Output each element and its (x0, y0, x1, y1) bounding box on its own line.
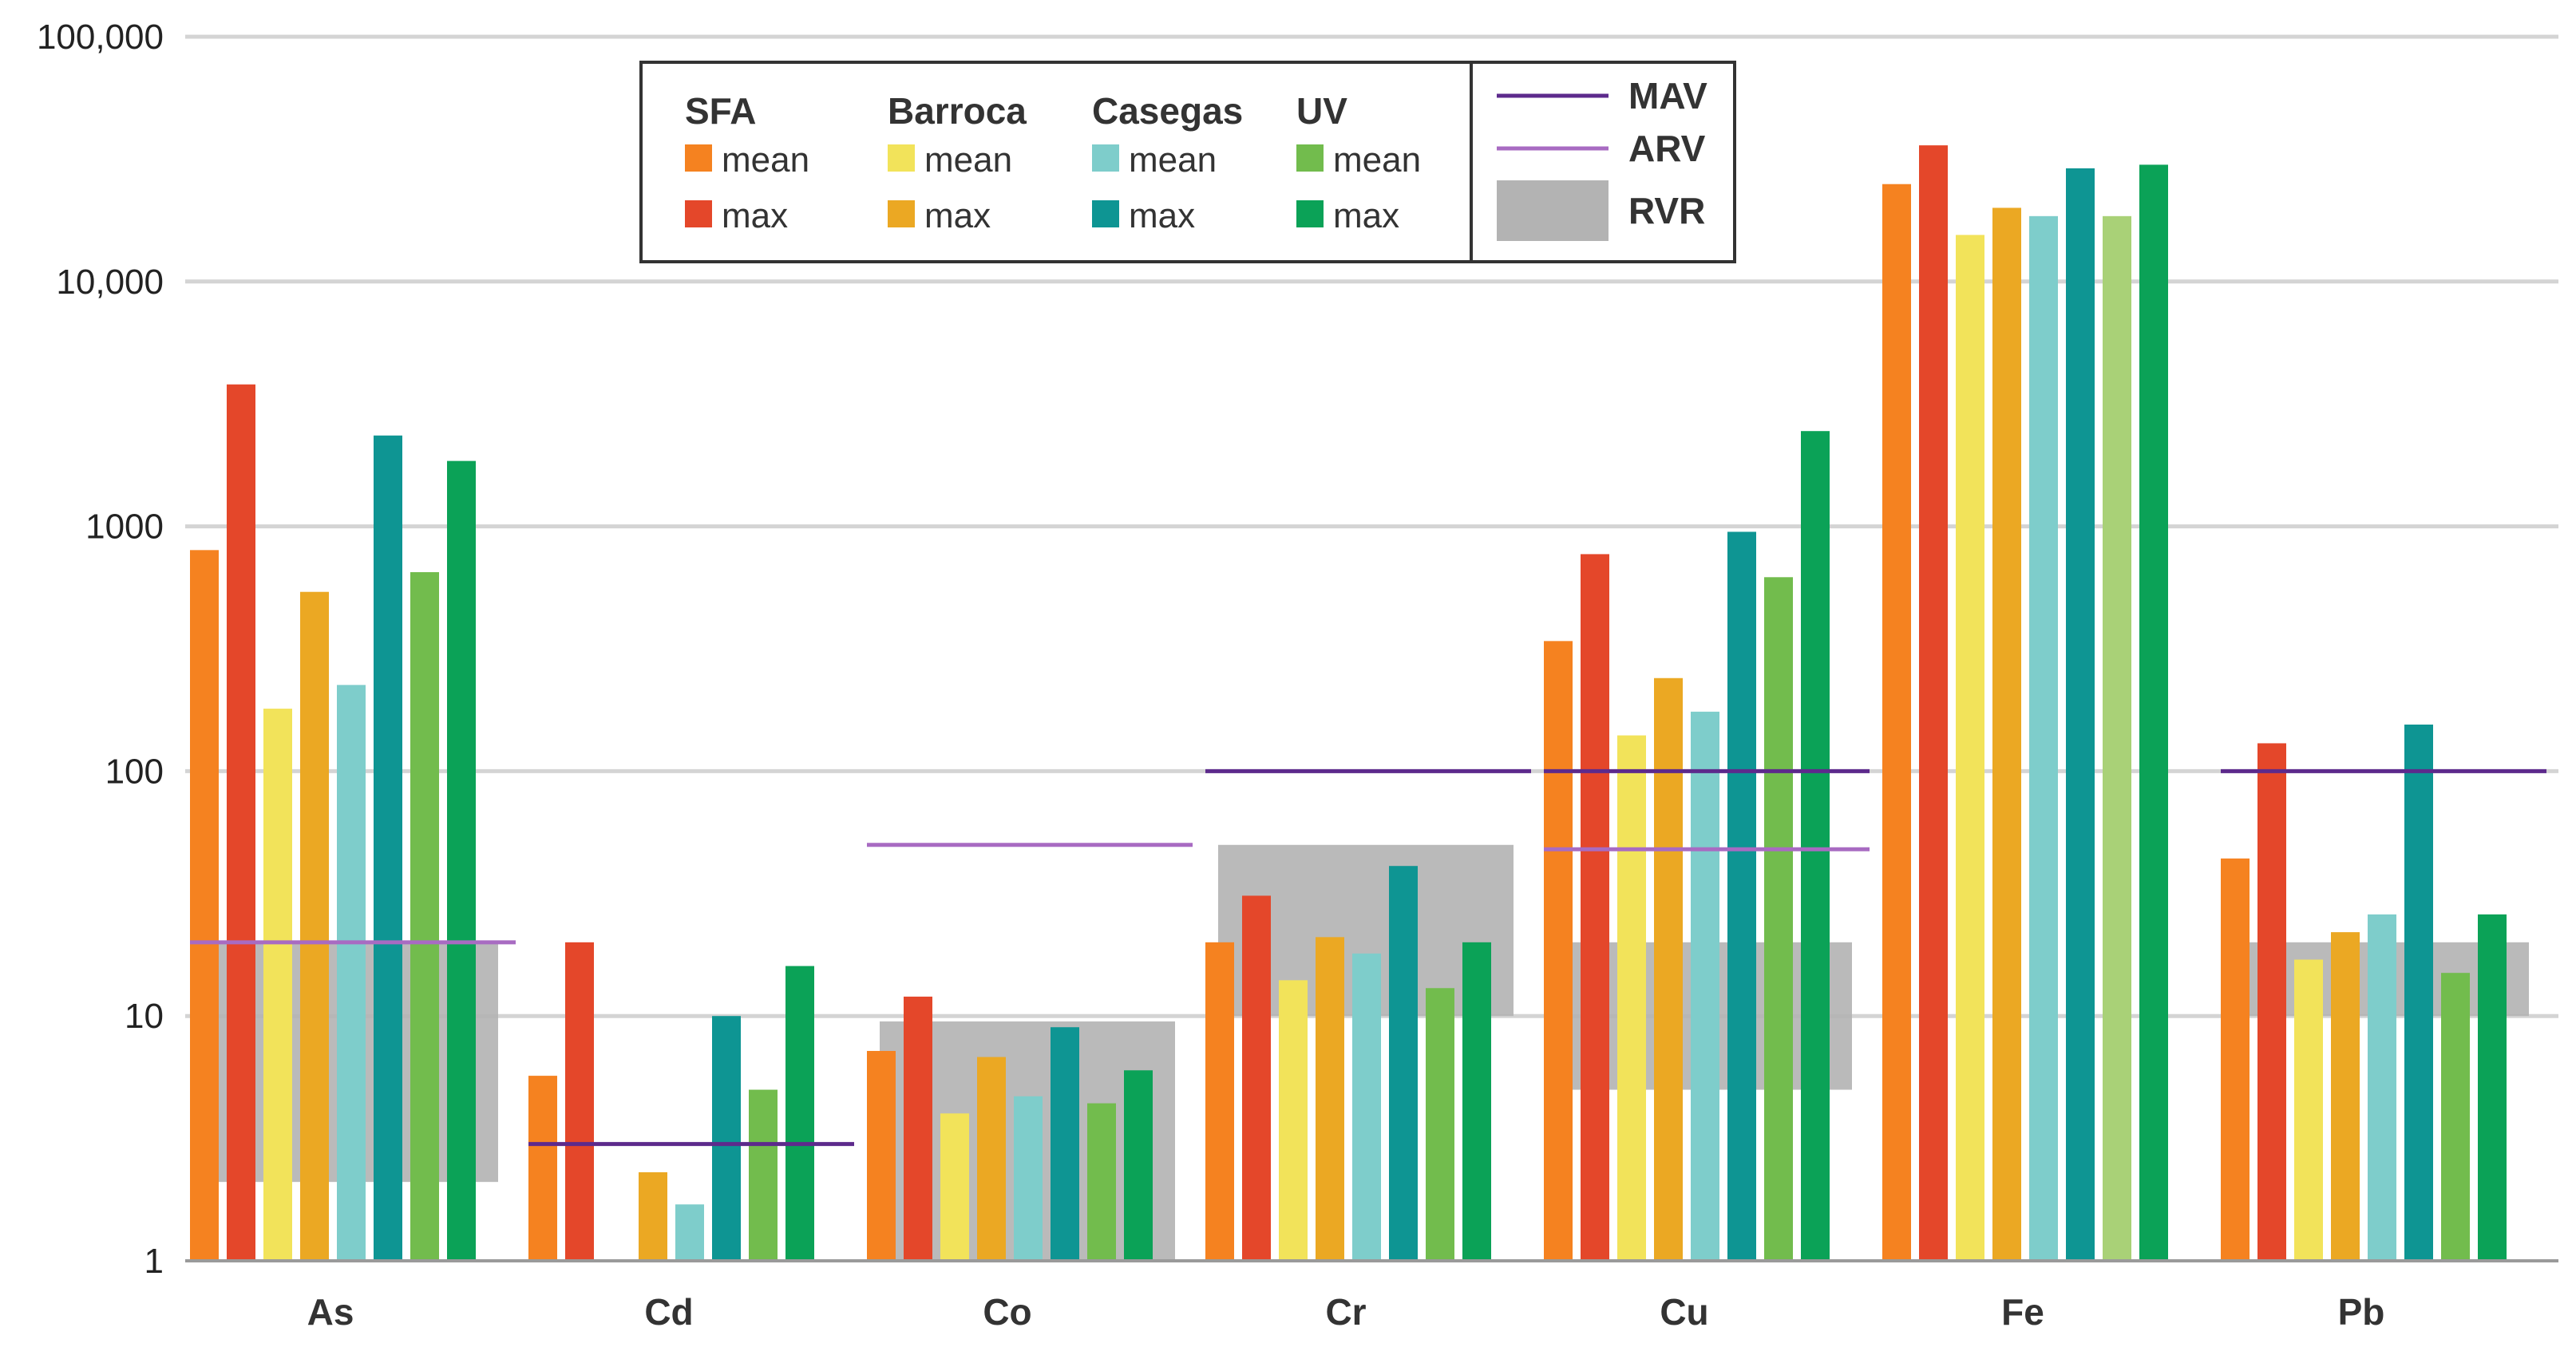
x-tick-label: Cd (644, 1291, 693, 1333)
bar-cd-sfa-mean (528, 1076, 557, 1261)
legend-swatch-barroca-max (888, 200, 915, 227)
legend-swatch-sfa-max (685, 200, 712, 227)
bar-cd-sfa-max (565, 942, 594, 1261)
legend-ref-arv: ARV (1628, 128, 1706, 169)
legend-label-max: max (924, 196, 991, 235)
bar-as-casegas-mean (337, 685, 366, 1261)
legend-ref-rvr: RVR (1628, 190, 1705, 231)
bar-cr-casegas-max (1389, 866, 1418, 1261)
y-tick-label: 1000 (85, 508, 164, 547)
legend-group-sfa: SFA (685, 90, 756, 132)
bar-co-sfa-mean (867, 1050, 896, 1261)
bars (190, 145, 2507, 1262)
bar-cu-casegas-max (1727, 531, 1756, 1261)
bar-fe-casegas-mean (2029, 215, 2058, 1261)
bar-cd-casegas-mean (675, 1204, 704, 1261)
legend-swatch-casegas-max (1092, 200, 1119, 227)
bar-cu-casegas-mean (1691, 711, 1719, 1261)
x-tick-label: Cr (1325, 1291, 1366, 1333)
bar-cd-uv-max (785, 966, 814, 1261)
bar-cd-casegas-max (712, 1016, 741, 1261)
bar-cu-sfa-mean (1544, 641, 1573, 1261)
bar-fe-sfa-max (1919, 145, 1948, 1262)
legend-swatch-barroca-mean (888, 144, 915, 172)
legend: SFA mean max Barroca mean max Casegas mean max UV… (639, 61, 1736, 263)
bar-cd-uv-mean (749, 1089, 778, 1261)
y-tick-label: 10,000 (56, 263, 164, 302)
legend-swatch-sfa-mean (685, 144, 712, 172)
y-tick-label: 1 (144, 1242, 164, 1281)
bar-cr-uv-max (1462, 942, 1491, 1261)
bar-cr-uv-mean (1426, 988, 1454, 1261)
legend-label-mean: mean (1129, 140, 1217, 180)
bar-cr-barroca-max (1316, 937, 1344, 1261)
legend-label-max: max (1129, 196, 1195, 235)
bar-fe-barroca-max (1992, 207, 2021, 1262)
bar-co-barroca-max (977, 1057, 1006, 1261)
bar-pb-barroca-mean (2294, 959, 2323, 1261)
legend-label-mean: mean (722, 140, 809, 180)
bar-co-uv-max (1124, 1070, 1153, 1261)
bar-cr-sfa-mean (1205, 942, 1234, 1261)
legend-swatch-uv-mean (1296, 144, 1324, 172)
legend-swatch-uv-max (1296, 200, 1324, 227)
bar-as-sfa-max (227, 384, 255, 1261)
bar-pb-sfa-mean (2221, 858, 2250, 1261)
legend-label-max: max (1333, 196, 1399, 235)
bar-fe-barroca-mean (1956, 235, 1984, 1261)
y-tick-label: 100 (105, 752, 164, 791)
bar-pb-barroca-max (2331, 932, 2360, 1261)
bar-as-casegas-max (374, 435, 402, 1262)
legend-rvr-swatch (1497, 180, 1609, 241)
bar-pb-uv-max (2478, 914, 2507, 1261)
reference-lines (190, 768, 2546, 1147)
legend-group-barroca: Barroca (888, 90, 1027, 132)
x-tick-label: Co (983, 1291, 1031, 1333)
bar-cd-barroca-max (639, 1172, 667, 1261)
legend-label-max: max (722, 196, 788, 235)
x-tick-label: Fe (2001, 1291, 2044, 1333)
bar-cu-sfa-max (1581, 554, 1609, 1261)
bar-co-barroca-mean (940, 1113, 969, 1261)
legend-ref-mav: MAV (1628, 75, 1707, 117)
bar-pb-sfa-max (2257, 743, 2286, 1261)
bar-fe-uv-mean (2103, 215, 2131, 1261)
bar-as-uv-mean (410, 571, 439, 1261)
bar-co-casegas-max (1051, 1027, 1079, 1261)
bar-cr-barroca-mean (1279, 980, 1308, 1261)
bar-co-sfa-max (904, 996, 932, 1261)
bar-as-barroca-max (300, 591, 329, 1261)
bar-pb-casegas-max (2404, 725, 2433, 1261)
legend-group-casegas: Casegas (1092, 90, 1243, 132)
bar-fe-uv-max (2139, 164, 2168, 1262)
bar-pb-casegas-mean (2368, 914, 2396, 1261)
bar-cr-sfa-max (1242, 895, 1271, 1261)
bar-as-sfa-mean (190, 550, 219, 1261)
legend-label-mean: mean (1333, 140, 1421, 180)
y-tick-label: 100,000 (37, 18, 164, 57)
y-tick-label: 10 (125, 997, 164, 1036)
bar-as-barroca-mean (263, 709, 292, 1261)
legend-label-mean: mean (924, 140, 1012, 180)
bar-cu-barroca-max (1654, 677, 1683, 1261)
legend-group-uv: UV (1296, 90, 1347, 132)
x-tick-label: Cu (1660, 1291, 1708, 1333)
bar-cu-barroca-mean (1617, 735, 1646, 1261)
bar-cu-uv-mean (1764, 577, 1793, 1261)
bar-co-uv-mean (1087, 1103, 1116, 1261)
bar-cu-uv-max (1801, 431, 1830, 1261)
axes: 1 10 100 1000 10,000 100,000 As Cd Co Cr Cu Fe Pb (37, 18, 2558, 1333)
bar-pb-uv-mean (2441, 973, 2470, 1261)
x-tick-label: Pb (2338, 1291, 2385, 1333)
legend-swatch-casegas-mean (1092, 144, 1119, 172)
bar-fe-casegas-max (2066, 168, 2095, 1262)
bar-as-uv-max (447, 460, 476, 1261)
bar-cr-casegas-mean (1352, 953, 1381, 1261)
bar-co-casegas-mean (1014, 1096, 1043, 1261)
x-tick-label: As (307, 1291, 354, 1333)
legend-box (639, 61, 1473, 263)
bar-fe-sfa-mean (1882, 184, 1911, 1261)
